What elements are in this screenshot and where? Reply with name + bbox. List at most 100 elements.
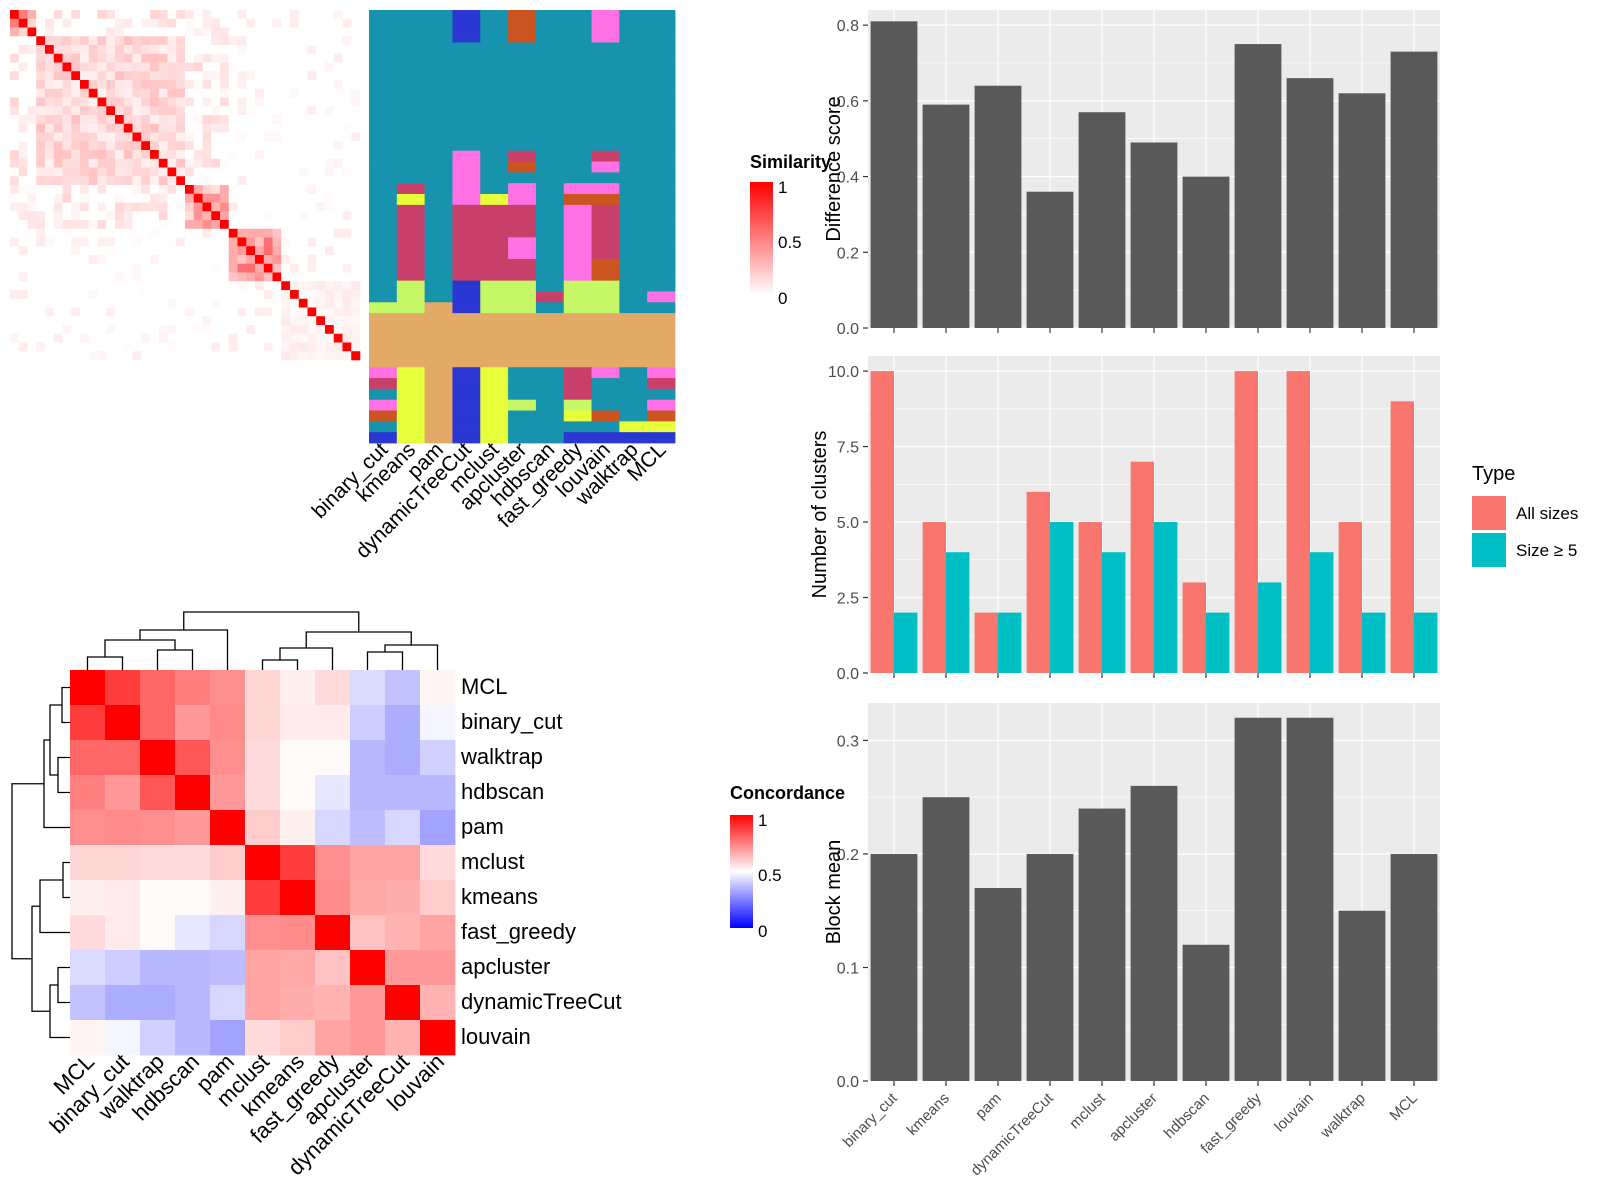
similarity-cell xyxy=(176,202,186,212)
cluster-cell xyxy=(452,64,481,76)
similarity-cell xyxy=(307,141,317,151)
similarity-cell xyxy=(97,167,107,177)
similarity-cell xyxy=(115,88,125,98)
cluster-cell xyxy=(619,150,648,162)
similarity-cell xyxy=(255,36,265,46)
cluster-cell xyxy=(563,96,592,108)
similarity-cell xyxy=(80,228,90,238)
cluster-cell xyxy=(396,53,426,65)
cluster-cell xyxy=(369,10,398,22)
similarity-cell xyxy=(342,71,352,81)
similarity-cell xyxy=(307,220,317,230)
similarity-cell xyxy=(228,342,238,352)
similarity-cell xyxy=(211,193,221,203)
cluster-cell xyxy=(619,291,648,303)
concordance-cell xyxy=(280,880,316,916)
cluster-cell xyxy=(508,53,537,65)
similarity-cell xyxy=(255,351,265,361)
similarity-cell xyxy=(325,53,335,63)
similarity-heatmap xyxy=(10,10,361,361)
similarity-cell xyxy=(80,307,90,317)
similarity-cell xyxy=(27,176,37,186)
similarity-cell xyxy=(115,71,125,81)
concordance-cell xyxy=(175,810,211,846)
bar-size-ge-5 xyxy=(1050,522,1074,673)
concordance-cell xyxy=(140,1020,176,1056)
similarity-cell xyxy=(141,263,151,273)
similarity-cell xyxy=(88,237,98,247)
similarity-cell xyxy=(53,351,63,361)
cluster-cell xyxy=(452,129,481,141)
similarity-cell xyxy=(281,80,291,90)
similarity-cell xyxy=(36,45,46,55)
similarity-cell xyxy=(123,220,133,230)
similarity-cell xyxy=(141,202,151,212)
bar xyxy=(870,853,918,1081)
similarity-cell xyxy=(272,10,282,20)
similarity-cell xyxy=(351,193,361,203)
cluster-cell xyxy=(591,129,620,141)
similarity-cell xyxy=(80,36,90,46)
y-tick-label: 10.0 xyxy=(828,364,859,381)
similarity-cell xyxy=(45,298,55,308)
similarity-cell xyxy=(333,316,343,326)
concordance-cell xyxy=(385,740,421,776)
y-tick-label: 2.5 xyxy=(837,591,859,608)
similarity-cell xyxy=(106,290,116,300)
cluster-cell xyxy=(369,183,398,195)
similarity-cell xyxy=(10,36,20,46)
similarity-cell xyxy=(307,10,317,20)
bar-all-sizes xyxy=(1130,461,1154,673)
similarity-cell xyxy=(272,141,282,151)
similarity-cell xyxy=(220,53,230,63)
similarity-cell xyxy=(333,298,343,308)
bar xyxy=(1286,717,1334,1081)
similarity-cell xyxy=(97,290,107,300)
cluster-cell xyxy=(396,258,426,271)
concordance-row-label-pam: pam xyxy=(461,814,504,839)
similarity-cell xyxy=(150,351,160,361)
similarity-cell xyxy=(150,62,160,72)
similarity-cell xyxy=(27,132,37,142)
cluster-cell xyxy=(591,388,620,401)
similarity-cell xyxy=(53,255,63,265)
cluster-cell xyxy=(591,172,620,184)
cluster-cell xyxy=(535,345,565,357)
similarity-cell xyxy=(202,132,212,142)
similarity-cell xyxy=(298,97,308,107)
similarity-cell xyxy=(351,325,361,335)
similarity-cell xyxy=(141,185,151,195)
similarity-cell xyxy=(255,298,265,308)
similarity-cell xyxy=(202,158,212,168)
similarity-cell xyxy=(342,97,352,107)
cluster-cell xyxy=(424,96,453,108)
cluster-cell xyxy=(369,172,398,184)
similarity-cell xyxy=(290,307,300,317)
similarity-cell xyxy=(123,18,133,28)
cluster-cell xyxy=(535,107,565,119)
similarity-cell xyxy=(342,45,352,55)
similarity-cell xyxy=(220,272,230,282)
similarity-cell xyxy=(211,316,221,326)
similarity-cell xyxy=(62,202,72,212)
similarity-cell xyxy=(342,53,352,63)
similarity-cell xyxy=(185,71,195,81)
similarity-cell xyxy=(167,333,177,343)
similarity-cell xyxy=(88,53,98,63)
cluster-cell xyxy=(591,302,620,314)
concordance-cell xyxy=(175,985,211,1021)
similarity-cell xyxy=(342,255,352,265)
similarity-cell xyxy=(80,18,90,28)
similarity-cell xyxy=(27,106,37,116)
y-tick-label: 0.0 xyxy=(837,321,859,338)
similarity-cell xyxy=(106,193,116,203)
cluster-cell xyxy=(508,96,537,108)
similarity-cell xyxy=(176,123,186,133)
similarity-cell xyxy=(88,202,98,212)
similarity-cell xyxy=(97,237,107,247)
cluster-cell xyxy=(563,215,592,227)
x-tick-label: mclust xyxy=(1066,1089,1109,1132)
similarity-cell xyxy=(62,325,72,335)
y-tick-label: 0.0 xyxy=(837,666,859,683)
